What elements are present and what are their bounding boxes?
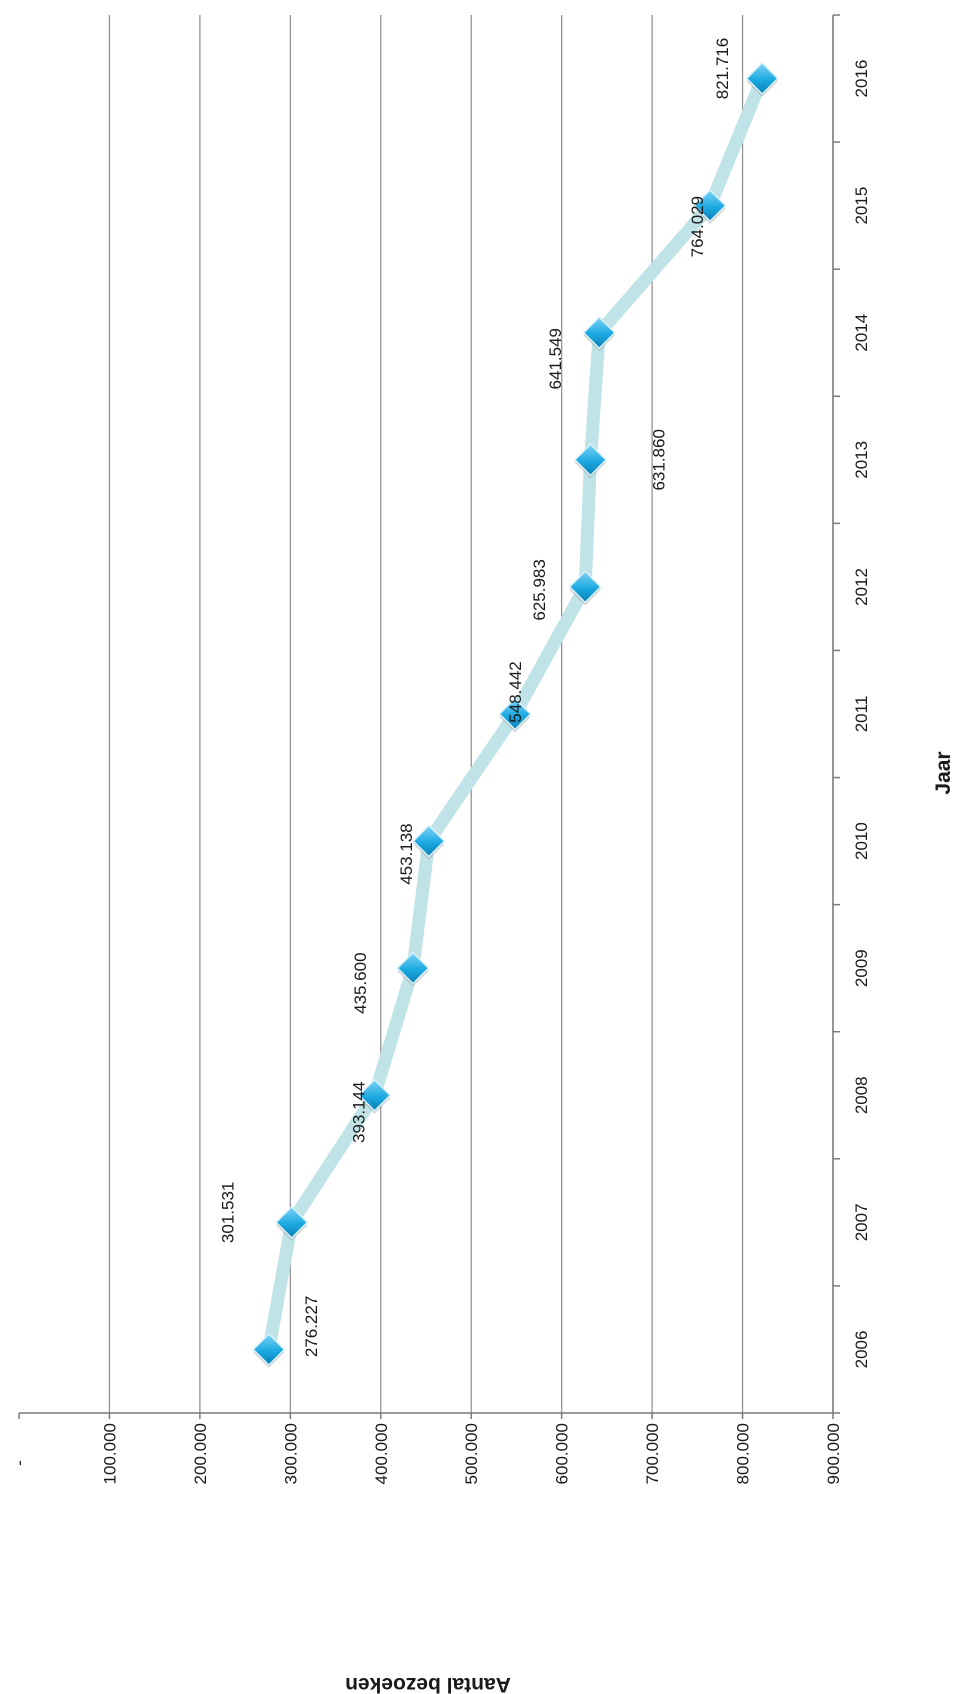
data-point [396,951,430,987]
data-point-marker [412,824,446,858]
value-tick-label: 700.000 [643,1423,662,1484]
category-tick-label: 2014 [852,314,871,352]
data-label: 821.716 [713,38,732,99]
data-point-marker [396,951,430,985]
data-point-marker [357,1078,392,1112]
data-point [252,1332,286,1368]
data-labels: 276.227 301.531 393.144 435.600 453.138 548.4… [219,38,732,1357]
data-point-marker [568,570,602,604]
value-tick-label: 500.000 [462,1423,481,1484]
value-tick-label: 600.000 [553,1423,572,1484]
category-tick-label: 2010 [852,822,871,860]
value-tick-label: 800.000 [734,1423,753,1484]
value-tick-label: 200.000 [191,1423,210,1484]
data-label: 276.227 [302,1296,321,1357]
category-tick-label: 2007 [852,1203,871,1241]
value-tick-label: 300.000 [281,1423,300,1484]
data-label: 548.442 [506,661,525,722]
category-tick-label: 2015 [852,187,871,225]
data-point-marker [745,61,779,96]
data-point-marker [275,1205,309,1239]
category-tick-label: 2013 [852,441,871,479]
category-tick-label: 2006 [852,1331,871,1369]
data-label: 625.983 [530,559,549,620]
data-label: 393.144 [350,1082,369,1143]
data-label: 301.531 [219,1182,238,1243]
data-point-marker [498,697,532,731]
category-tick-label: 2012 [852,568,871,606]
category-tick-label: 2009 [852,949,871,987]
axes: - 100.000 200.000 300.000 400.000 500.000 600.… [10,14,871,1484]
value-tick-label: - [10,1460,29,1466]
y-axis-title: Aantal bezoeken [345,1673,511,1694]
value-tick-label: 400.000 [372,1423,391,1484]
data-point [573,443,608,479]
data-label: 453.138 [397,823,416,884]
data-label: 641.549 [546,328,565,389]
data-point-marker [573,443,608,477]
data-point [275,1205,309,1241]
x-axis-title: Jaar [932,751,955,794]
data-label: 764.029 [688,196,707,257]
data-label: 631.860 [649,429,668,490]
value-tick-label: 900.000 [824,1423,843,1484]
data-point [357,1078,392,1114]
data-point-marker [582,316,616,350]
value-tick-label: 100.000 [100,1423,119,1484]
category-tick-label: 2008 [852,1076,871,1114]
data-point-marker [252,1332,286,1367]
data-point-marker [693,189,727,223]
category-tick-label: 2011 [852,696,871,733]
category-tick-label: 2016 [852,60,871,98]
data-label: 435.600 [351,952,370,1013]
